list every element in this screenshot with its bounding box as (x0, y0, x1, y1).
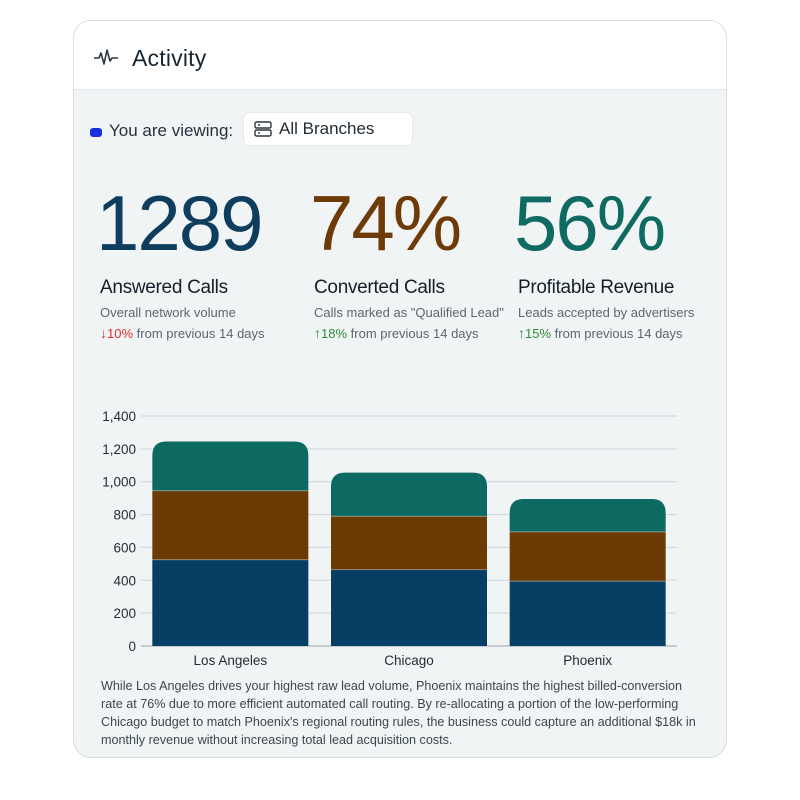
activity-card: Activity You are viewing: All Branches 1… (73, 20, 727, 758)
stacked-bar-chart: 0 200 400 600 800 1,000 1,200 1,400 Los Angeles C… (102, 409, 677, 668)
branch-select-value: All Branches (279, 119, 375, 138)
bar-segment (331, 516, 487, 570)
y-tick-label: 1,400 (102, 409, 136, 424)
kpi-title: Converted Calls (314, 277, 445, 298)
pulse-icon (94, 49, 118, 65)
kpi-subtitle: Leads accepted by advertisers (518, 305, 695, 320)
card-header: Activity (74, 21, 726, 90)
y-tick-label: 1,000 (102, 475, 136, 490)
kpi-title: Profitable Revenue (518, 277, 675, 298)
y-tick-label: 1,200 (102, 442, 136, 457)
trend-text: from previous 14 days (347, 326, 479, 341)
bar-segment (509, 581, 666, 646)
trend-percent: 18% (321, 326, 348, 341)
card-title: Activity (132, 45, 207, 71)
bar-segment (152, 490, 309, 560)
viewing-indicator-dot (90, 128, 102, 137)
kpi-title: Answered Calls (100, 277, 228, 298)
kpi-trend: ↑18% from previous 14 days (314, 325, 479, 341)
y-tick-label: 0 (128, 639, 136, 654)
bar-segment (331, 569, 487, 646)
server-icon (254, 121, 272, 137)
insight-text: While Los Angeles drives your highest ra… (101, 679, 696, 747)
kpi-subtitle: Calls marked as "Qualified Lead" (314, 305, 504, 320)
kpi-value: 1289 (96, 179, 264, 267)
viewing-label: You are viewing: (109, 121, 234, 140)
kpi-value: 74% (310, 179, 462, 267)
arrow-down-icon: ↓ (100, 325, 107, 341)
y-tick-label: 200 (113, 606, 136, 621)
kpi-trend: ↓10% from previous 14 days (100, 325, 265, 341)
kpi-profitable-revenue: 56% Profitable Revenue Leads accepted by… (514, 179, 694, 341)
bar-segment (331, 472, 487, 517)
x-tick-label: Phoenix (563, 653, 612, 668)
y-tick-label: 400 (113, 573, 136, 588)
bar-segment (509, 498, 666, 532)
bar-segment (509, 531, 666, 582)
arrow-up-icon: ↑ (518, 325, 525, 341)
arrow-up-icon: ↑ (314, 325, 321, 341)
kpi-subtitle: Overall network volume (100, 305, 236, 320)
kpi-value: 56% (514, 179, 666, 267)
kpi-answered-calls: 1289 Answered Calls Overall network volu… (96, 179, 265, 341)
x-tick-label: Los Angeles (194, 653, 268, 668)
bar-segment (152, 441, 309, 491)
x-tick-label: Chicago (384, 653, 434, 668)
branch-select[interactable]: All Branches (243, 112, 413, 146)
trend-percent: 10% (107, 326, 134, 341)
trend-text: from previous 14 days (133, 326, 265, 341)
trend-text: from previous 14 days (551, 326, 683, 341)
y-tick-label: 600 (113, 540, 136, 555)
kpi-converted-calls: 74% Converted Calls Calls marked as "Qua… (310, 179, 504, 341)
y-tick-label: 800 (113, 508, 136, 523)
bar-segment (152, 559, 309, 646)
kpi-trend: ↑15% from previous 14 days (518, 325, 683, 341)
trend-percent: 15% (525, 326, 552, 341)
